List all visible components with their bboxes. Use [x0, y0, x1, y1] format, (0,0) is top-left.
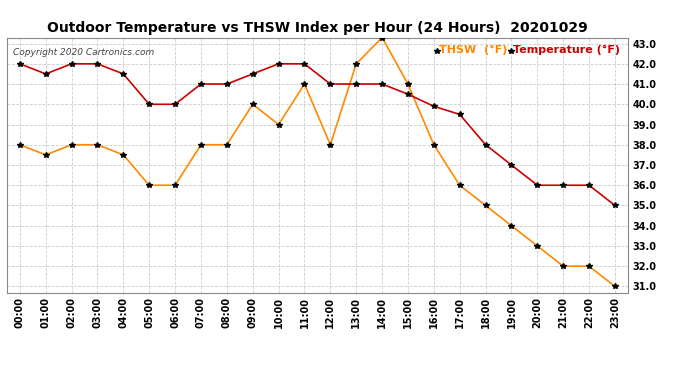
Temperature (°F)	[352, 82, 360, 86]
THSW  (°F)	[611, 284, 619, 289]
Temperature (°F)	[585, 183, 593, 188]
THSW  (°F)	[275, 122, 283, 127]
THSW  (°F)	[326, 142, 335, 147]
THSW  (°F)	[455, 183, 464, 188]
Legend: THSW  (°F), Temperature (°F): THSW (°F), Temperature (°F)	[435, 43, 622, 58]
THSW  (°F)	[378, 35, 386, 40]
Temperature (°F)	[16, 62, 24, 66]
Temperature (°F)	[119, 72, 128, 76]
Temperature (°F)	[455, 112, 464, 117]
Temperature (°F)	[41, 72, 50, 76]
Text: Copyright 2020 Cartronics.com: Copyright 2020 Cartronics.com	[13, 48, 155, 57]
Temperature (°F)	[430, 104, 438, 108]
THSW  (°F)	[171, 183, 179, 188]
THSW  (°F)	[482, 203, 490, 208]
THSW  (°F)	[533, 244, 542, 248]
Temperature (°F)	[248, 72, 257, 76]
THSW  (°F)	[93, 142, 101, 147]
THSW  (°F)	[223, 142, 231, 147]
THSW  (°F)	[119, 153, 128, 157]
THSW  (°F)	[430, 142, 438, 147]
THSW  (°F)	[507, 224, 515, 228]
Temperature (°F)	[275, 62, 283, 66]
Temperature (°F)	[482, 142, 490, 147]
Temperature (°F)	[378, 82, 386, 86]
THSW  (°F)	[68, 142, 76, 147]
THSW  (°F)	[197, 142, 205, 147]
Temperature (°F)	[197, 82, 205, 86]
Temperature (°F)	[326, 82, 335, 86]
THSW  (°F)	[352, 62, 360, 66]
THSW  (°F)	[585, 264, 593, 268]
Temperature (°F)	[145, 102, 153, 106]
Line: THSW  (°F): THSW (°F)	[17, 35, 618, 289]
Temperature (°F)	[300, 62, 308, 66]
THSW  (°F)	[16, 142, 24, 147]
THSW  (°F)	[300, 82, 308, 86]
Title: Outdoor Temperature vs THSW Index per Hour (24 Hours)  20201029: Outdoor Temperature vs THSW Index per Ho…	[47, 21, 588, 35]
Temperature (°F)	[507, 163, 515, 167]
THSW  (°F)	[248, 102, 257, 106]
THSW  (°F)	[41, 153, 50, 157]
Temperature (°F)	[611, 203, 619, 208]
Temperature (°F)	[68, 62, 76, 66]
Temperature (°F)	[223, 82, 231, 86]
Temperature (°F)	[559, 183, 567, 188]
Temperature (°F)	[533, 183, 542, 188]
Temperature (°F)	[171, 102, 179, 106]
Temperature (°F)	[93, 62, 101, 66]
THSW  (°F)	[404, 82, 412, 86]
THSW  (°F)	[559, 264, 567, 268]
Temperature (°F)	[404, 92, 412, 96]
THSW  (°F)	[145, 183, 153, 188]
Line: Temperature (°F): Temperature (°F)	[17, 61, 618, 208]
